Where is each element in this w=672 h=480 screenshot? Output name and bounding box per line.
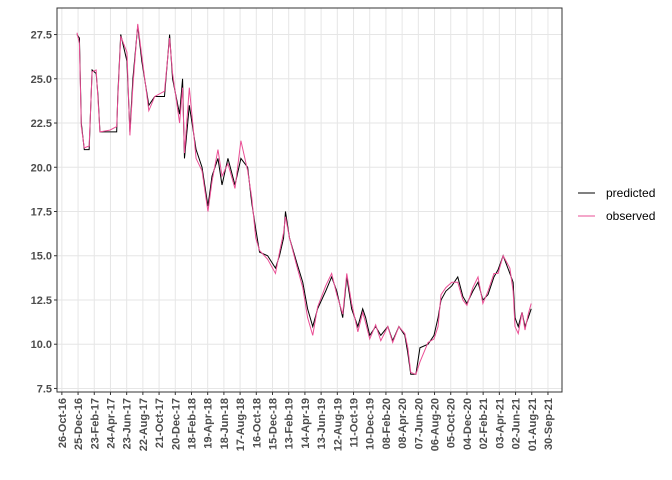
x-tick-label: 10-Dec-19 [365, 398, 377, 450]
x-tick-label: 24-Apr-17 [105, 398, 117, 449]
y-tick-label: 10.0 [31, 339, 52, 351]
x-tick-label: 15-Dec-18 [268, 398, 280, 450]
y-tick-label: 25.0 [31, 74, 52, 86]
x-tick-label: 11-Oct-19 [349, 398, 361, 448]
x-tick-label: 08-Feb-20 [381, 398, 393, 449]
x-tick-label: 17-Aug-18 [235, 398, 247, 451]
y-tick-label: 7.5 [37, 383, 52, 395]
x-tick-label: 02-Feb-21 [478, 398, 490, 449]
series-line [76, 23, 532, 375]
y-tick-label: 27.5 [31, 30, 52, 42]
x-tick-label: 03-Apr-21 [494, 398, 506, 449]
x-tick-label: 02-Jun-21 [511, 398, 523, 449]
y-tick-label: 20.0 [31, 162, 52, 174]
x-tick-label: 26-Oct-16 [57, 398, 69, 448]
x-tick-label: 20-Dec-17 [170, 398, 182, 450]
x-tick-label: 04-Dec-20 [462, 398, 474, 450]
x-tick-label: 14-Apr-19 [300, 398, 312, 449]
x-tick-label: 25-Dec-16 [73, 398, 85, 450]
x-tick-label: 23-Jun-17 [122, 398, 134, 449]
x-tick-label: 01-Aug-21 [527, 398, 539, 451]
legend-label: observed [606, 209, 655, 223]
panel [57, 8, 562, 392]
x-tick-label: 18-Jun-18 [219, 398, 231, 449]
y-tick-label: 15.0 [31, 251, 52, 263]
x-tick-label: 07-Jun-20 [413, 398, 425, 449]
x-tick-label: 08-Apr-20 [397, 398, 409, 449]
legend-label: predicted [606, 186, 655, 200]
x-tick-label: 30-Sep-21 [543, 398, 555, 450]
x-tick-label: 19-Apr-18 [203, 398, 215, 449]
x-tick-label: 13-Feb-19 [284, 398, 296, 449]
x-tick-label: 18-Feb-18 [186, 398, 198, 449]
x-tick-label: 12-Aug-19 [332, 398, 344, 451]
x-tick-label: 21-Oct-17 [154, 398, 166, 448]
panel-border [56, 7, 563, 393]
x-tick-label: 13-Jun-19 [316, 398, 328, 449]
x-tick-label: 16-Oct-18 [251, 398, 263, 448]
legend: predicted observed [578, 186, 655, 223]
x-tick-label: 06-Aug-20 [430, 398, 442, 451]
y-tick-label: 12.5 [31, 295, 52, 307]
x-tick-label: 23-Feb-17 [89, 398, 101, 449]
y-tick-label: 17.5 [31, 207, 52, 219]
x-tick-label: 22-Aug-17 [138, 398, 150, 451]
y-tick-label: 22.5 [31, 118, 52, 130]
x-tick-label: 05-Oct-20 [446, 398, 458, 448]
